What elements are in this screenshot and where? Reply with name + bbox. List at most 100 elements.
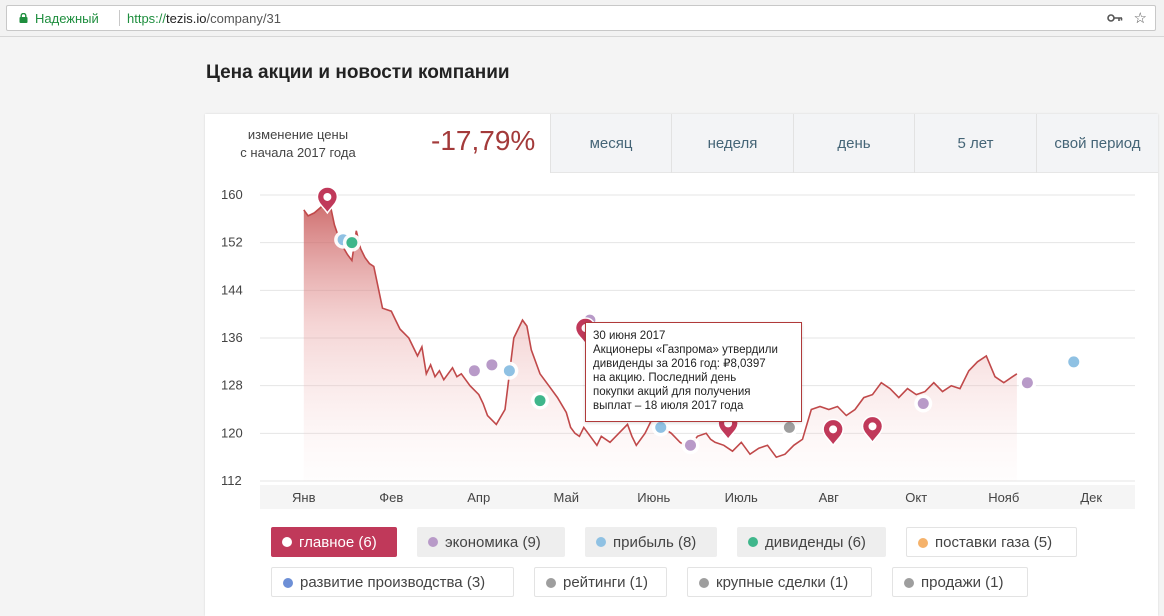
x-tick-label: Май [554,490,579,505]
legend-label: прибыль [613,533,674,551]
legend-dot-icon [596,537,606,547]
news-tooltip: 30 июня 2017 Акционеры «Газпрома» утверд… [585,322,802,422]
news-marker[interactable] [486,359,498,371]
legend-chip-major-deals[interactable]: крупные сделки (1) [687,567,872,597]
key-icon[interactable] [1107,12,1123,24]
x-tick-label: Окт [905,490,927,505]
legend-count: (1) [829,573,849,591]
y-tick-label: 128 [221,378,243,393]
y-tick-label: 136 [221,330,243,345]
legend-count: (9) [522,533,541,551]
tooltip-text-line: выплат – 18 июля 2017 года [593,400,744,412]
news-marker[interactable] [655,421,667,433]
x-tick-label: Авг [819,490,840,505]
legend-chip-gas-supply[interactable]: поставки газа (5) [906,527,1077,557]
tab-5-years[interactable]: 5 лет [914,114,1036,173]
news-marker[interactable] [1021,377,1033,389]
tab-month[interactable]: месяц [550,114,671,173]
legend-count: (5) [1033,533,1053,551]
legend-dot-icon [282,537,292,547]
tab-day[interactable]: день [793,114,914,173]
legend-dot-icon [918,538,928,548]
legend-chip-production[interactable]: развитие производства (3) [271,567,514,597]
tooltip-text-line: Акционеры «Газпрома» утвердили [593,344,778,356]
legend-dot-icon [428,537,438,547]
main-news-pin-icon[interactable] [861,415,884,444]
legend-label: рейтинги [563,573,626,591]
legend-chip-dividends[interactable]: дивиденды (6) [737,527,886,557]
legend-chip-ratings[interactable]: рейтинги (1) [534,567,667,597]
x-axis-band [260,485,1135,509]
address-separator [119,10,120,26]
x-tick-label: Фев [379,490,403,505]
news-marker[interactable] [783,421,795,433]
legend-chip-main[interactable]: главное (6) [271,527,397,557]
x-tick-label: Июнь [637,490,670,505]
url-path: /company/31 [206,11,281,26]
tooltip-date: 30 июня 2017 [593,330,666,342]
y-tick-label: 160 [221,187,243,202]
legend-label: продажи [921,573,981,591]
legend-chip-economy[interactable]: экономика (9) [417,527,565,557]
legend-dot-icon [748,537,758,547]
y-tick-label: 120 [221,425,243,440]
news-marker[interactable] [346,237,358,249]
news-marker[interactable] [917,398,929,410]
bookmark-star-icon[interactable]: ☆ [1133,10,1147,27]
lock-icon [19,13,28,23]
news-marker[interactable] [503,365,515,377]
price-area [303,195,1017,481]
browser-toolbar: Надежный https://tezis.io/company/31 ☆ [0,0,1164,37]
legend-label: крупные сделки [716,573,826,591]
legend-dot-icon [699,578,709,588]
legend-count: (6) [847,533,866,551]
price-chart-card: изменение цены с начала 2017 года -17,79… [205,114,1158,616]
legend-count: (8) [677,533,697,551]
tab-custom-period[interactable]: свой период [1036,114,1158,173]
legend-label: развитие производства [300,573,463,591]
y-tick-label: 144 [221,282,243,297]
news-marker[interactable] [1068,356,1080,368]
page-title: Цена акции и новости компании [206,62,510,83]
x-tick-label: Июль [725,490,758,505]
tooltip-text-line: дивиденды за 2016 год: ₽8,0397 [593,358,766,370]
main-news-pin-icon[interactable] [822,418,844,447]
secure-label: Надежный [35,11,99,26]
legend-label: главное [299,533,355,551]
tab-week[interactable]: неделя [671,114,793,173]
url-protocol: https:// [127,11,167,26]
price-change-label-line1: изменение цены [247,127,349,142]
price-line [303,192,1018,459]
x-tick-label: Дек [1080,490,1102,505]
legend-label: дивиденды [765,533,844,551]
news-marker[interactable] [534,395,546,407]
url-host: tezis.io [166,11,207,26]
legend-chip-profit[interactable]: прибыль (8) [585,527,717,557]
y-tick-label: 112 [221,473,242,488]
legend-chip-sales[interactable]: продажи (1) [892,567,1028,597]
tooltip-text-line: на акцию. Последний день [593,372,737,384]
legend-label: поставки газа [935,533,1030,551]
legend-dot-icon [546,578,556,588]
x-tick-label: Янв [292,490,316,505]
legend-count: (1) [985,573,1004,591]
legend-label: экономика [445,533,519,551]
price-change-value: -17,79% [431,125,536,156]
y-tick-label: 152 [221,235,243,250]
legend-count: (3) [466,573,486,591]
tooltip-text-line: покупки акций для получения [593,386,751,398]
price-change-summary: изменение цены с начала 2017 года -17,79… [205,114,550,173]
price-change-label-line2: с начала 2017 года [240,145,356,160]
legend-dot-icon [904,578,914,588]
news-marker[interactable] [468,365,480,377]
address-bar[interactable]: Надежный https://tezis.io/company/31 ☆ [6,5,1156,31]
legend-count: (1) [629,573,648,591]
x-tick-label: Апр [467,490,490,505]
legend-dot-icon [283,578,293,588]
news-marker[interactable] [685,439,696,451]
price-change-label: изменение цены с начала 2017 года [225,126,371,162]
period-tabs: месяц неделя день 5 лет свой период [550,114,1158,173]
legend-count: (6) [358,533,377,551]
main-news-pin-icon[interactable] [316,186,339,215]
url-text[interactable]: https://tezis.io/company/31 [127,11,281,26]
